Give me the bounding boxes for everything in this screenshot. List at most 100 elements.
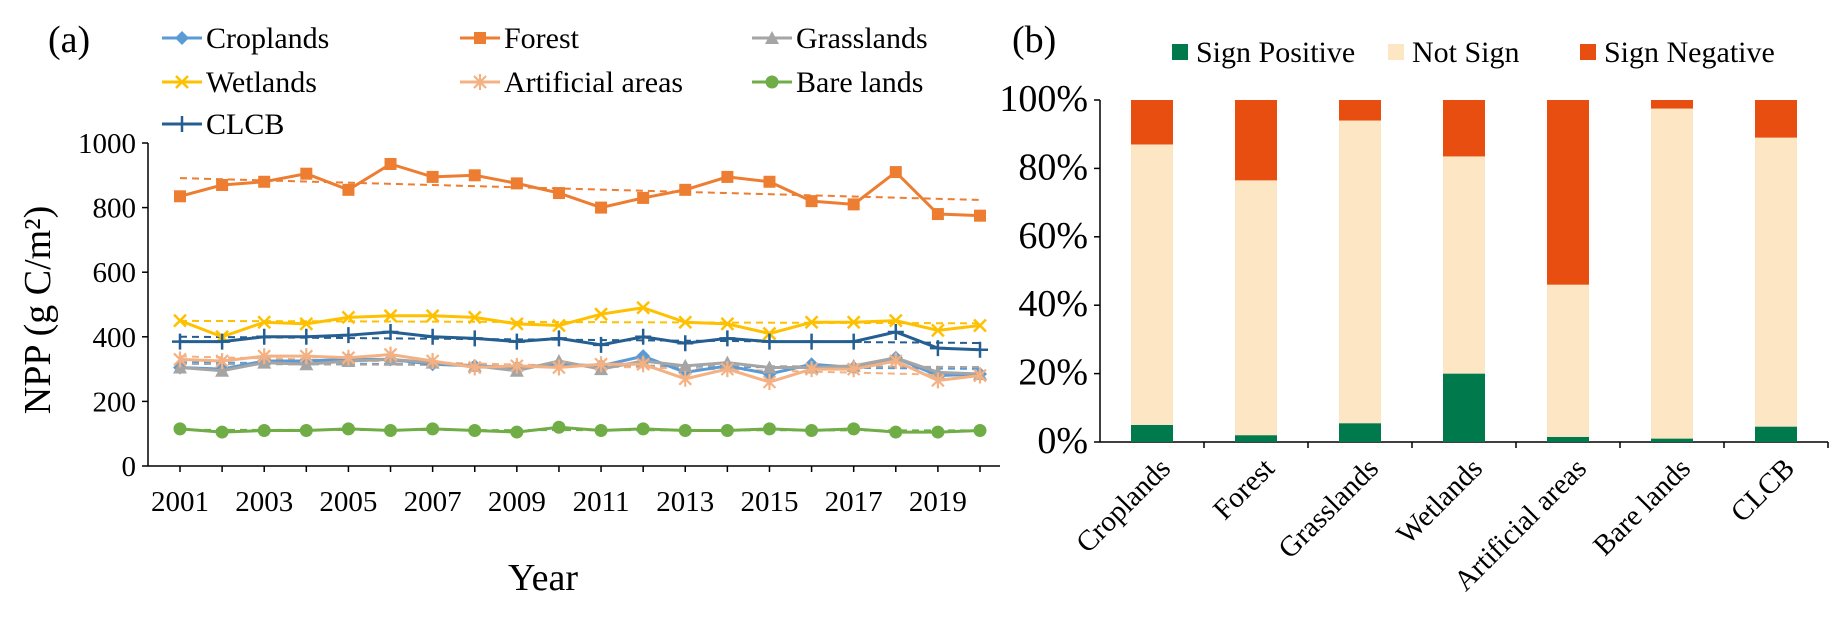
bar-stack-wetlands xyxy=(1443,100,1485,442)
wetlands-point xyxy=(383,308,398,323)
bar-segment-sign-positive xyxy=(1235,435,1277,442)
legend-label: Grasslands xyxy=(796,22,928,55)
forest-point xyxy=(300,167,313,180)
clcb-point xyxy=(424,328,441,345)
bar-segment-not-sign xyxy=(1235,180,1277,436)
panel-a-series xyxy=(172,157,988,439)
bare-lands-line xyxy=(179,425,981,434)
wetlands-point xyxy=(509,316,524,331)
clcb-point xyxy=(550,330,567,347)
forest-point xyxy=(384,157,397,170)
forest-point xyxy=(216,178,229,191)
x-tick-label: CLCB xyxy=(1725,452,1801,528)
bare-lands-point xyxy=(931,425,945,439)
wetlands-point xyxy=(973,318,987,333)
forest-point xyxy=(426,170,439,183)
artificial-areas-point xyxy=(889,353,903,370)
x-tick-label: 2001 xyxy=(151,486,209,518)
x-tick-label: Croplands xyxy=(1070,452,1177,559)
wetlands-point xyxy=(636,300,651,315)
legend-item-bare-lands: Bare lands xyxy=(752,66,923,99)
bar-segment-sign-negative xyxy=(1755,100,1797,138)
artificial-areas-point xyxy=(552,359,566,376)
x-tick-label: 2007 xyxy=(404,486,462,518)
clcb-point xyxy=(508,333,525,350)
forest-trendline xyxy=(179,177,981,201)
clcb-point xyxy=(466,330,483,347)
bar-segment-not-sign xyxy=(1755,137,1797,427)
bar-stack-clcb xyxy=(1755,100,1797,442)
clcb-point xyxy=(340,327,357,344)
forest-point xyxy=(974,209,986,222)
panel-a-legend: Croplands Forest Grasslands Wetlands Artific… xyxy=(162,22,928,141)
wetlands-point xyxy=(341,310,356,325)
bare-lands-point xyxy=(468,423,482,437)
wetlands-point xyxy=(931,323,945,338)
artificial-areas-point xyxy=(931,372,945,389)
legend-item-not-sign: Not Sign xyxy=(1388,36,1520,69)
bare-lands-point xyxy=(215,425,229,439)
y-tick-label: 200 xyxy=(93,386,137,418)
wetlands-point xyxy=(173,313,187,328)
bare-lands-point xyxy=(847,422,861,436)
legend-marker xyxy=(175,75,189,89)
clcb-point xyxy=(845,333,862,350)
legend-label: Wetlands xyxy=(206,66,317,99)
bar-segment-sign-negative xyxy=(1651,100,1693,109)
forest-point xyxy=(342,183,355,196)
x-tick-label: 2013 xyxy=(656,486,714,518)
clcb-point xyxy=(803,333,820,350)
bare-lands-point xyxy=(762,422,776,436)
panel-a-x-axis-label: Year xyxy=(508,557,578,599)
x-tick-label: 2003 xyxy=(235,486,293,518)
y-tick-label: 80% xyxy=(1018,146,1088,188)
x-tick-label: 2019 xyxy=(909,486,967,518)
bar-segment-sign-negative xyxy=(1443,100,1485,157)
legend-item-wetlands: Wetlands xyxy=(162,66,317,99)
legend-swatch xyxy=(1172,44,1188,60)
bare-lands-point xyxy=(341,422,355,436)
bare-lands-point xyxy=(173,422,187,436)
bar-segment-sign-negative xyxy=(1339,100,1381,121)
legend-marker xyxy=(174,116,190,132)
legend-marker xyxy=(473,74,487,90)
x-tick-label: Wetlands xyxy=(1391,452,1489,550)
artificial-areas-line xyxy=(179,353,981,384)
bar-segment-not-sign xyxy=(1651,108,1693,439)
legend-marker xyxy=(474,32,486,44)
forest-series xyxy=(174,157,986,222)
panel-b-legend: Sign Positive Not Sign Sign Negative xyxy=(1172,36,1775,69)
wetlands-series xyxy=(173,300,987,344)
wetlands-point xyxy=(888,313,903,328)
bare-lands-point xyxy=(720,423,734,437)
artificial-areas-point xyxy=(257,348,271,365)
bare-lands-series xyxy=(173,420,987,439)
clcb-series xyxy=(172,323,988,358)
x-tick-label: 2005 xyxy=(319,486,377,518)
bare-lands-point xyxy=(678,423,692,437)
artificial-areas-point xyxy=(467,359,482,376)
artificial-areas-point xyxy=(762,374,777,391)
legend-item-sign-negative: Sign Negative xyxy=(1580,36,1775,69)
artificial-areas-point xyxy=(341,349,356,366)
legend-label: Bare lands xyxy=(796,66,923,99)
bar-segment-not-sign xyxy=(1443,156,1485,374)
wetlands-point xyxy=(678,315,693,330)
panel-a-y-axis-label: NPP (g C/m²) xyxy=(17,206,59,414)
legend-label: CLCB xyxy=(206,108,284,141)
bar-segment-sign-positive xyxy=(1547,436,1589,442)
legend-label: Not Sign xyxy=(1412,36,1520,69)
y-tick-label: 1000 xyxy=(78,128,136,160)
x-tick-label: 2009 xyxy=(488,486,546,518)
forest-point xyxy=(763,175,776,188)
panel-b-axes: 0% 20% 40% 60% 80% 100% Croplands ForestGrassla… xyxy=(999,78,1829,597)
forest-point xyxy=(510,177,523,190)
panel-a-npp-line-chart: (a) Croplands Forest Grasslands Wetlands Art… xyxy=(17,19,1000,599)
forest-line xyxy=(179,162,981,218)
panel-b-label: (b) xyxy=(1012,19,1056,61)
bar-stack-croplands xyxy=(1131,100,1173,442)
forest-point xyxy=(552,187,565,200)
legend-label: Artificial areas xyxy=(504,66,683,99)
bar-segment-sign-negative xyxy=(1547,100,1589,285)
wetlands-point xyxy=(552,318,566,333)
